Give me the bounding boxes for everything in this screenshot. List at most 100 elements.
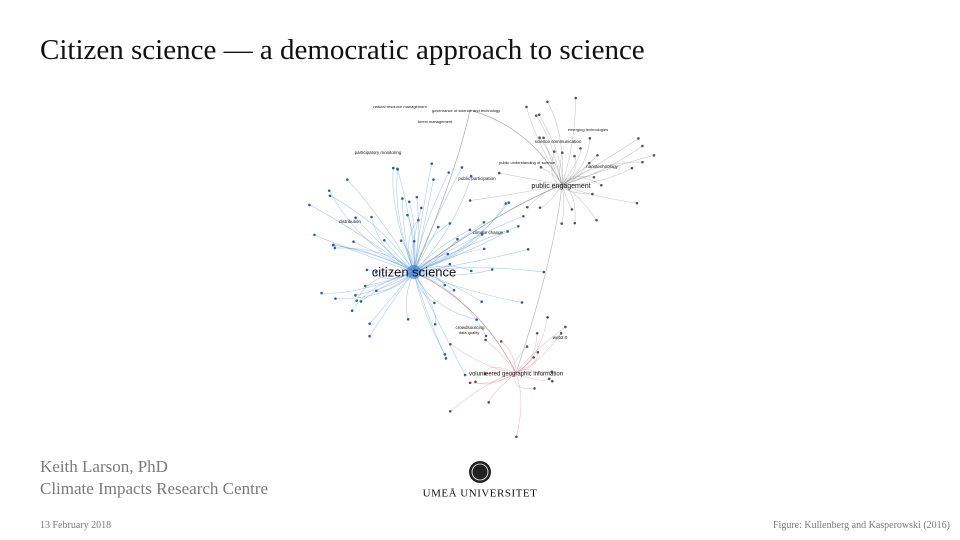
edge xyxy=(469,109,563,186)
node xyxy=(526,205,529,209)
edge xyxy=(561,184,638,204)
node xyxy=(525,105,528,109)
edge xyxy=(413,271,487,337)
edge xyxy=(413,271,447,359)
node xyxy=(375,289,378,293)
node xyxy=(546,100,549,104)
node-label: nanotechnology xyxy=(586,164,619,169)
edge xyxy=(470,372,517,384)
node xyxy=(365,268,369,272)
node xyxy=(520,301,524,304)
node xyxy=(635,201,639,205)
edge xyxy=(515,370,552,374)
edge xyxy=(561,155,577,186)
node xyxy=(537,113,541,116)
node xyxy=(484,338,487,342)
node xyxy=(363,284,367,288)
edge xyxy=(413,203,507,273)
edge xyxy=(535,115,563,186)
node xyxy=(443,283,447,287)
node-label: distribution xyxy=(339,219,361,224)
node xyxy=(517,225,520,228)
node xyxy=(308,203,311,207)
node xyxy=(463,373,467,377)
node xyxy=(588,161,591,165)
node xyxy=(551,379,554,383)
node xyxy=(460,166,464,169)
edge xyxy=(561,138,639,186)
node xyxy=(552,150,556,153)
edge xyxy=(397,168,415,273)
node xyxy=(415,195,419,199)
node xyxy=(368,322,372,325)
node xyxy=(333,246,337,250)
edge xyxy=(413,176,472,273)
node xyxy=(406,213,409,217)
edge xyxy=(413,163,433,273)
node xyxy=(447,171,451,174)
node xyxy=(475,318,478,321)
edge xyxy=(413,184,563,273)
edge xyxy=(561,161,643,186)
node xyxy=(536,350,540,354)
edge xyxy=(413,271,477,320)
edges xyxy=(309,98,655,437)
edge xyxy=(515,333,562,374)
edge xyxy=(356,271,415,301)
node xyxy=(468,228,472,232)
node xyxy=(535,331,539,335)
node xyxy=(559,332,563,335)
node xyxy=(370,215,373,219)
edge xyxy=(413,202,510,273)
node xyxy=(592,175,596,179)
node xyxy=(482,247,486,251)
edge xyxy=(329,195,415,273)
edge xyxy=(347,179,415,273)
edge xyxy=(538,114,563,186)
node xyxy=(359,300,363,303)
edge xyxy=(561,184,597,221)
logo-text: UMEÅ UNIVERSITET xyxy=(423,488,538,500)
node xyxy=(484,334,488,338)
node xyxy=(469,174,473,178)
edge xyxy=(485,366,517,374)
node xyxy=(596,153,599,157)
node xyxy=(419,206,423,210)
node xyxy=(560,151,564,155)
node xyxy=(474,380,477,384)
node xyxy=(334,297,337,300)
nodes xyxy=(308,96,656,439)
node xyxy=(522,214,525,218)
edge xyxy=(515,333,538,374)
edge xyxy=(351,271,415,311)
node xyxy=(401,197,404,200)
node xyxy=(355,299,358,302)
node xyxy=(480,233,484,236)
node xyxy=(573,221,577,225)
node xyxy=(504,202,508,205)
figure-credit: Figure: Kullenberg and Kasperowski (2016… xyxy=(772,520,950,531)
hub-node xyxy=(407,265,421,279)
edge xyxy=(515,372,522,437)
node xyxy=(564,325,567,329)
node xyxy=(480,300,483,303)
node xyxy=(499,340,503,343)
node xyxy=(525,345,529,348)
node xyxy=(412,239,416,243)
node xyxy=(534,114,538,117)
node xyxy=(352,240,355,243)
node xyxy=(591,192,594,196)
node xyxy=(354,216,357,220)
edge xyxy=(539,137,563,186)
edge xyxy=(392,168,415,273)
node xyxy=(332,243,335,247)
node-label: data quality xyxy=(459,330,479,335)
node-label: forest management xyxy=(418,119,453,124)
node xyxy=(542,136,545,140)
node xyxy=(452,288,456,292)
node xyxy=(641,160,644,164)
node xyxy=(396,167,399,171)
node xyxy=(320,291,323,295)
node xyxy=(406,317,410,321)
